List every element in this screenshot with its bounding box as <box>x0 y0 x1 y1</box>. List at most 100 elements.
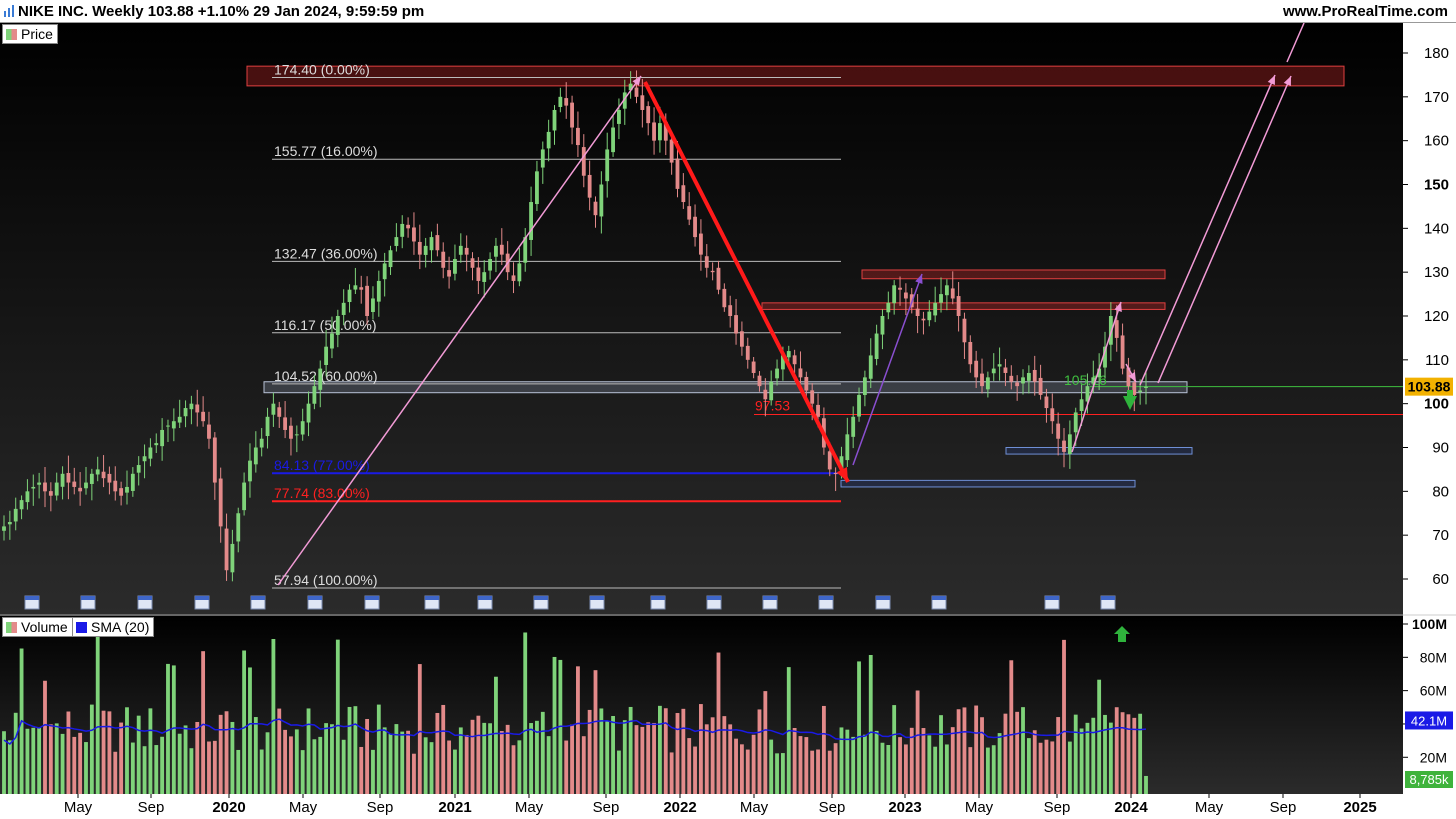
candle-body <box>1067 434 1072 455</box>
candle-body <box>412 227 416 242</box>
volume-bar <box>388 733 393 794</box>
candle-body <box>253 447 258 465</box>
candle-body <box>558 96 563 107</box>
trend-arrow-down <box>643 81 850 483</box>
x-tick-label: 2021 <box>438 799 471 816</box>
dividend-calendar-icon-top <box>590 596 604 600</box>
sma-value-label: 42.1M <box>1411 713 1447 728</box>
volume-bar <box>183 725 188 794</box>
last-volume-badge <box>1405 771 1453 788</box>
volume-bar <box>195 721 200 794</box>
volume-bar <box>827 750 832 794</box>
volume-bar <box>119 722 124 794</box>
sma-line <box>3 718 1147 745</box>
trend-arrow-2023 <box>1071 301 1122 453</box>
candle-body <box>1126 367 1131 387</box>
y-tick-label: 150 <box>1424 177 1449 194</box>
volume-bar <box>693 746 697 794</box>
x-tick-label: May <box>740 799 769 816</box>
fib-level-label: 57.94 (100.00%) <box>274 572 378 588</box>
volume-bar <box>570 724 574 794</box>
candle-body <box>1144 386 1148 388</box>
volume-bar <box>622 720 627 794</box>
volume-bar <box>470 719 475 794</box>
volume-bar <box>710 717 715 794</box>
vol-y-tick-label: 20M <box>1420 749 1447 765</box>
trend-arrow-up-head <box>632 76 641 86</box>
candle-body <box>974 360 979 378</box>
volume-bar <box>833 743 838 794</box>
site-link[interactable]: www.ProRealTime.com <box>1282 3 1448 20</box>
candle-body <box>1003 367 1008 373</box>
candle-body <box>1026 372 1031 381</box>
candle-body <box>991 368 996 374</box>
x-tick-label: Sep <box>138 799 165 816</box>
volume-bar <box>488 723 492 794</box>
volume-bar <box>1108 722 1113 794</box>
candle-body <box>318 368 323 390</box>
candle-body <box>84 482 88 489</box>
dividend-calendar-icon-top <box>1045 596 1059 600</box>
candle-body <box>927 311 932 321</box>
volume-bar <box>605 721 610 794</box>
vol-y-tick-label: 60M <box>1420 683 1447 699</box>
candle-body <box>868 355 873 379</box>
candle-body <box>1091 377 1096 384</box>
volume-bar <box>816 749 820 794</box>
volume-bar <box>37 727 42 794</box>
candle-body <box>201 411 206 422</box>
y-tick-label: 170 <box>1424 89 1449 106</box>
volume-bar <box>581 736 586 794</box>
volume-bar <box>780 753 785 794</box>
x-tick-label: 2022 <box>663 799 696 816</box>
candle-body <box>617 109 621 124</box>
candle-body <box>72 481 77 487</box>
volume-bar <box>464 734 469 794</box>
candle-body <box>119 488 124 496</box>
x-tick-label: May <box>1195 799 1224 816</box>
candle-body <box>423 245 428 255</box>
volume-bar <box>113 751 118 794</box>
candle-body <box>43 482 47 492</box>
price-legend[interactable]: Price <box>2 24 58 44</box>
volume-bar <box>335 639 340 794</box>
x-tick-label: May <box>64 799 93 816</box>
candle-body <box>353 285 358 290</box>
x-tick-label: Sep <box>367 799 394 816</box>
candle-body <box>739 331 744 347</box>
projection-arrow-1-head <box>1267 75 1275 85</box>
candle-body <box>915 308 920 316</box>
volume-bar <box>476 715 481 794</box>
candle-body <box>441 251 446 268</box>
volume-bar <box>224 711 229 794</box>
candle-body <box>464 247 469 255</box>
candle-body <box>37 482 42 485</box>
volume-bar <box>997 733 1002 794</box>
volume-legend[interactable]: Volume <box>2 617 73 637</box>
volume-bar <box>915 690 920 794</box>
fib-level-label: 155.77 (16.00%) <box>274 143 378 159</box>
volume-bar <box>160 736 165 794</box>
candle-body <box>576 127 580 146</box>
volume-bar <box>739 744 744 794</box>
volume-bar <box>1114 707 1119 794</box>
candle-body <box>177 416 182 423</box>
volume-bar <box>698 704 703 794</box>
volume-bar <box>839 727 844 794</box>
sma-legend[interactable]: SMA (20) <box>72 617 155 637</box>
candle-body <box>722 288 727 308</box>
volume-bar <box>845 729 850 794</box>
volume-bar <box>453 749 457 794</box>
candle-body <box>242 482 247 511</box>
candle-body <box>406 224 411 229</box>
candle-body <box>382 263 387 280</box>
candle-body <box>1032 369 1037 382</box>
candle-body <box>388 250 393 268</box>
volume-legend-label: Volume <box>21 619 68 635</box>
candle-body <box>1114 320 1119 338</box>
candle-body <box>769 381 774 401</box>
candle-body <box>804 376 809 391</box>
volume-bar <box>253 717 258 794</box>
candle-body <box>880 316 885 335</box>
